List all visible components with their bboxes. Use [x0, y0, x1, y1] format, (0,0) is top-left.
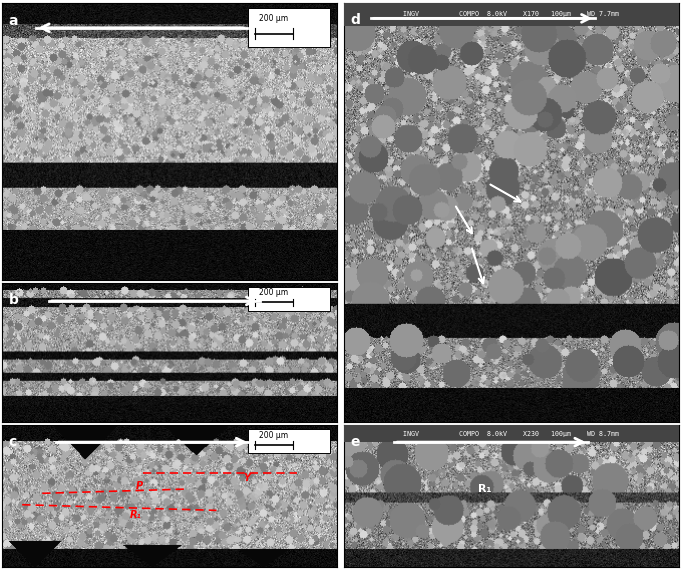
FancyBboxPatch shape [249, 429, 330, 453]
Text: b: b [9, 292, 18, 307]
FancyBboxPatch shape [249, 287, 330, 311]
Text: 200 μm: 200 μm [259, 288, 289, 298]
Text: c: c [9, 435, 17, 449]
Text: R₁: R₁ [129, 510, 141, 519]
Text: R₁: R₁ [478, 484, 491, 494]
Text: 200 μm: 200 μm [259, 431, 289, 440]
Text: 200 μm: 200 μm [259, 14, 289, 23]
FancyBboxPatch shape [249, 9, 330, 47]
FancyBboxPatch shape [344, 425, 679, 442]
Text: INGV          COMPO  8.0kV    X230   100μm    WD 8.7mm: INGV COMPO 8.0kV X230 100μm WD 8.7mm [403, 431, 620, 436]
Text: d: d [351, 13, 360, 27]
Text: e: e [351, 435, 360, 449]
Text: Y: Y [243, 473, 251, 483]
Text: a: a [9, 14, 18, 28]
Text: INGV          COMPO  8.0kV    X170   100μm    WD 7.7mm: INGV COMPO 8.0kV X170 100μm WD 7.7mm [403, 11, 620, 18]
FancyBboxPatch shape [344, 3, 679, 26]
Text: P: P [136, 481, 143, 491]
